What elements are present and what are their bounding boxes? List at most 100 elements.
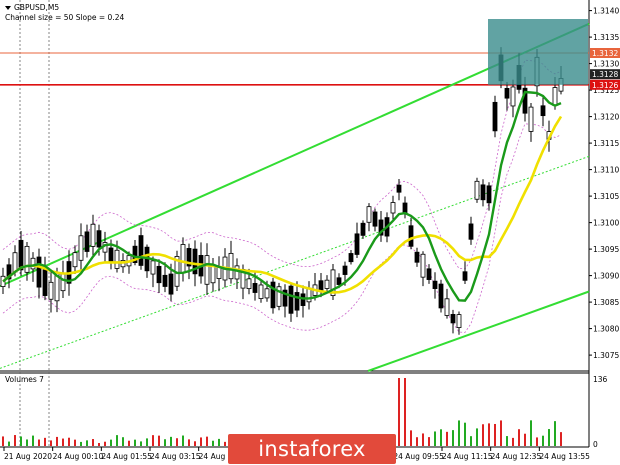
instaforex-logo: instaforex bbox=[228, 434, 396, 464]
candle-body bbox=[228, 252, 234, 280]
candle-body bbox=[552, 87, 558, 107]
candle-body bbox=[294, 292, 300, 311]
volume-min-label: 0 bbox=[593, 440, 598, 449]
y-tick-label: 1.3090 bbox=[593, 272, 619, 281]
candle-body bbox=[186, 248, 192, 267]
x-tick-label: 21 Aug 2020 bbox=[4, 452, 52, 461]
volume-panel-label: Volumes 7 bbox=[5, 375, 44, 384]
candle-body bbox=[390, 202, 396, 214]
candle-body bbox=[336, 277, 342, 285]
candle-body bbox=[468, 223, 474, 240]
candle-body bbox=[288, 285, 294, 314]
y-tick-label: 1.3135 bbox=[593, 33, 619, 42]
candle-body bbox=[432, 280, 438, 289]
candle-body bbox=[204, 255, 210, 285]
candle-body bbox=[210, 265, 216, 284]
candle-body bbox=[108, 247, 114, 263]
candle-body bbox=[156, 265, 162, 284]
y-tick-label: 1.3125 bbox=[593, 86, 619, 95]
candle-body bbox=[456, 314, 462, 328]
channel-info: Channel size = 50 Slope = 0.24 bbox=[5, 13, 124, 22]
x-tick-label: 24 Aug 01:55 bbox=[101, 452, 152, 461]
candle-body bbox=[528, 106, 534, 132]
candle-body bbox=[192, 248, 198, 275]
candle-body bbox=[72, 252, 78, 268]
price-badge bbox=[590, 79, 620, 90]
y-tick-label: 1.3100 bbox=[593, 219, 619, 228]
candle-body bbox=[348, 253, 354, 263]
candle-body bbox=[276, 286, 282, 307]
candle-body bbox=[24, 245, 30, 273]
candle-body bbox=[84, 231, 90, 252]
y-tick-label: 1.3130 bbox=[593, 60, 619, 69]
candle-body bbox=[36, 256, 42, 288]
y-tick-label: 1.3075 bbox=[593, 351, 619, 360]
candle-body bbox=[438, 283, 444, 309]
candle-body bbox=[324, 279, 330, 289]
candle-body bbox=[414, 251, 420, 263]
candle-body bbox=[522, 87, 528, 114]
candle-body bbox=[444, 298, 450, 316]
candle-body bbox=[30, 257, 36, 270]
candle-body bbox=[282, 289, 288, 307]
candle-body bbox=[510, 86, 516, 107]
candle-body bbox=[540, 105, 546, 117]
ma-green-line bbox=[2, 90, 562, 302]
candle-body bbox=[480, 184, 486, 201]
candle-body bbox=[60, 273, 66, 292]
y-tick-label: 1.3120 bbox=[593, 113, 619, 122]
candle-body bbox=[12, 252, 18, 273]
candle-body bbox=[48, 281, 54, 300]
candle-body bbox=[42, 269, 48, 296]
envelope-lower-line bbox=[2, 123, 562, 333]
candle-body bbox=[150, 260, 156, 275]
candle-body bbox=[270, 281, 276, 309]
y-tick-label: 1.3110 bbox=[593, 166, 619, 175]
candle-body bbox=[318, 280, 324, 292]
x-tick-label: 24 Aug 00:10 bbox=[53, 452, 104, 461]
price-badge-label: 1.3126 bbox=[592, 81, 618, 90]
target-zone-box bbox=[488, 19, 588, 85]
y-tick-label: 1.3080 bbox=[593, 325, 619, 334]
candle-body bbox=[138, 235, 144, 266]
y-tick-label: 1.3115 bbox=[593, 139, 619, 148]
y-tick-label: 1.3095 bbox=[593, 245, 619, 254]
candle-body bbox=[264, 288, 270, 299]
candle-body bbox=[504, 88, 510, 99]
candle-body bbox=[342, 265, 348, 275]
candle-body bbox=[234, 265, 240, 280]
candle-body bbox=[18, 239, 24, 271]
channel-lower-line bbox=[367, 290, 590, 372]
candle-body bbox=[90, 223, 96, 247]
symbol-dropdown-icon[interactable] bbox=[5, 6, 11, 10]
candle-body bbox=[462, 271, 468, 281]
candle-body bbox=[420, 253, 426, 278]
candle-body bbox=[372, 211, 378, 227]
candle-body bbox=[450, 314, 456, 324]
price-badge bbox=[590, 48, 620, 58]
candle-body bbox=[408, 225, 414, 247]
x-tick-label: 24 Aug 13:55 bbox=[539, 452, 590, 461]
y-tick-label: 1.3105 bbox=[593, 192, 619, 201]
envelope-upper-line bbox=[2, 59, 562, 270]
x-tick-label: 24 Aug 03:15 bbox=[150, 452, 201, 461]
y-tick-label: 1.3140 bbox=[593, 7, 619, 16]
candle-body bbox=[246, 278, 252, 290]
candle-body bbox=[258, 284, 264, 299]
candle-body bbox=[366, 206, 372, 223]
x-tick-label: 24 Aug 12:35 bbox=[491, 452, 542, 461]
x-tick-label: 24 Aug 04:35 bbox=[199, 452, 250, 461]
candle-body bbox=[330, 269, 336, 297]
price-badge-label: 1.3128 bbox=[592, 70, 618, 79]
x-tick-label: 24 Aug 09:55 bbox=[393, 452, 444, 461]
volume-max-label: 136 bbox=[593, 375, 608, 384]
candle-body bbox=[396, 184, 402, 193]
candle-body bbox=[132, 245, 138, 263]
price-badge-label: 1.3132 bbox=[592, 49, 618, 58]
candle-body bbox=[162, 274, 168, 287]
candle-body bbox=[354, 233, 360, 255]
candle-body bbox=[78, 235, 84, 261]
candle-body bbox=[216, 266, 222, 279]
candle-body bbox=[426, 268, 432, 280]
